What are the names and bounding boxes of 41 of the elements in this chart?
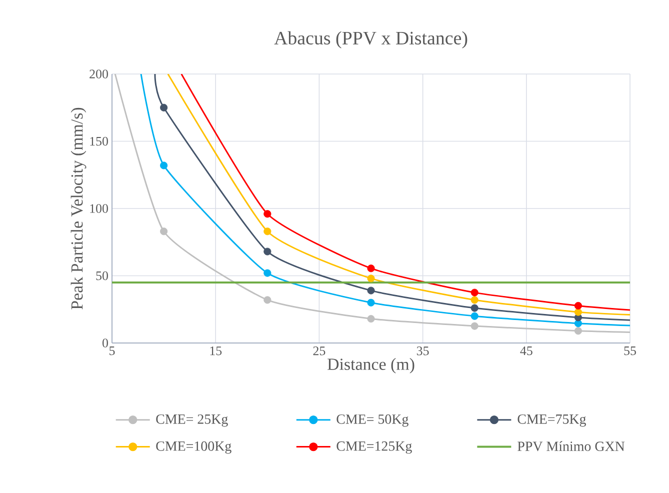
legend-label: CME= 50Kg <box>336 414 408 427</box>
point <box>264 269 272 277</box>
point <box>367 286 375 294</box>
y-tick-label: 150 <box>90 136 108 146</box>
chart-title: Abacus (PPV x Distance) <box>274 31 468 48</box>
point <box>160 162 168 170</box>
y-tick-label: 100 <box>90 204 108 213</box>
x-tick-label: 15 <box>210 346 222 356</box>
y-tick-label: 200 <box>90 70 108 78</box>
y-axis-title: Peak Particle Velocity (mm/s) <box>70 108 86 310</box>
point <box>160 228 168 236</box>
legend-label: CME=100Kg <box>156 441 232 454</box>
point <box>264 248 272 256</box>
legend-label: CME=125Kg <box>336 441 412 454</box>
x-tick-label: 55 <box>624 346 636 356</box>
point <box>264 296 272 304</box>
legend-label: CME= 25Kg <box>156 414 228 427</box>
point <box>470 322 478 330</box>
point <box>470 296 478 304</box>
point <box>367 315 375 323</box>
point <box>264 228 272 236</box>
point <box>470 312 478 320</box>
point <box>574 308 582 316</box>
y-tick-label: 50 <box>96 271 108 280</box>
x-tick-label: 45 <box>520 346 532 356</box>
legend-label: CME=75Kg <box>518 414 586 427</box>
legend-label: PPV Mínimo GXN <box>518 441 625 452</box>
point <box>367 298 375 306</box>
x-tick-label: 5 <box>110 346 115 356</box>
x-axis-title: Distance (m) <box>328 358 414 374</box>
y-tick-label: 0 <box>102 338 108 348</box>
x-tick-label: 35 <box>416 346 429 356</box>
point <box>367 264 375 272</box>
x-tick-label: 25 <box>313 346 326 356</box>
point <box>160 104 168 112</box>
point <box>264 210 272 218</box>
point <box>470 288 478 296</box>
point <box>574 302 582 310</box>
point <box>367 274 375 282</box>
point <box>470 304 478 312</box>
point <box>574 327 582 335</box>
